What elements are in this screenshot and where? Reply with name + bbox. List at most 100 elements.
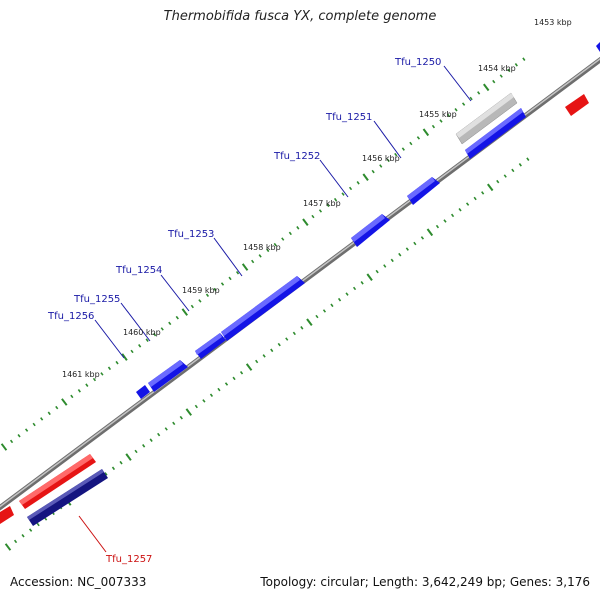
minor-tick: [224, 382, 229, 386]
gene-label-tfu-1250[interactable]: Tfu_1250: [394, 57, 441, 68]
topology-text: Topology: circular; Length: 3,642,249 bp…: [260, 575, 590, 589]
minor-tick: [21, 534, 25, 538]
minor-tick: [394, 152, 398, 157]
leader-tfu-1251: [373, 120, 402, 159]
minor-tick: [153, 332, 157, 337]
minor-tick: [413, 241, 417, 246]
minor-tick: [100, 372, 104, 376]
minor-tick: [439, 119, 443, 123]
gene-label-tfu-1254[interactable]: Tfu_1254: [115, 265, 162, 276]
minor-tick: [492, 79, 496, 84]
leader-tfu-1250: [443, 65, 472, 102]
minor-tick: [258, 254, 262, 258]
minor-tick: [107, 366, 112, 371]
minor-tick: [232, 376, 236, 381]
minor-tick: [348, 186, 353, 191]
minor-tick: [220, 282, 225, 286]
minor-tick: [416, 136, 421, 140]
minor-tick: [47, 411, 51, 416]
gene-label-tfu-1253[interactable]: Tfu_1253: [167, 229, 214, 240]
minor-tick: [9, 439, 14, 444]
major-tick: [306, 318, 313, 326]
minor-tick: [420, 236, 425, 240]
gene-label-tfu-1256[interactable]: Tfu_1256: [47, 311, 94, 322]
major-tick: [362, 173, 369, 181]
minor-tick: [458, 208, 462, 212]
minor-tick: [326, 203, 330, 208]
minor-tick: [205, 293, 210, 297]
minor-tick: [228, 276, 232, 281]
minor-tick: [168, 321, 172, 326]
minor-tick: [239, 371, 244, 375]
minor-tick: [511, 168, 515, 173]
gene-tfu-1251[interactable]: [407, 177, 440, 205]
minor-tick: [398, 252, 402, 257]
gene-reverse-edge[interactable]: [0, 506, 14, 524]
kbp-label: 1457 kbp: [303, 199, 341, 208]
gene-tfu-1255[interactable]: [148, 360, 188, 392]
minor-tick: [409, 141, 413, 146]
gene-tfu-1256[interactable]: [136, 385, 150, 399]
minor-tick: [352, 286, 357, 291]
minor-tick: [318, 209, 323, 213]
major-tick: [0, 443, 8, 451]
map-title: Thermobifida fusca YX, complete genome: [163, 9, 437, 24]
gene-tfu-1252[interactable]: [351, 214, 390, 247]
leader-tfu-1252: [319, 159, 349, 198]
gene-tfu-1255-top: [148, 360, 183, 387]
minor-tick: [32, 422, 36, 427]
minor-tick: [104, 472, 108, 476]
minor-tick: [454, 108, 458, 112]
minor-tick: [40, 417, 44, 421]
minor-tick: [383, 264, 387, 268]
minor-tick: [341, 192, 345, 196]
gene-reverse-top-right[interactable]: [565, 94, 589, 116]
gene-reverse-1-top: [19, 454, 93, 505]
gene-tfu-1257[interactable]: [27, 469, 108, 526]
gene-tfu-1254-top: [195, 333, 222, 355]
minor-tick: [435, 224, 440, 229]
minor-tick: [469, 96, 473, 101]
minor-tick: [292, 331, 296, 336]
major-tick: [426, 228, 434, 237]
kbp-label: 1454 kbp: [478, 64, 516, 73]
minor-tick: [522, 57, 526, 61]
gene-forward-top-right[interactable]: [596, 42, 600, 52]
minor-tick: [481, 191, 485, 195]
minor-tick: [145, 338, 149, 342]
gene-label-tfu-1255[interactable]: Tfu_1255: [73, 294, 120, 305]
minor-tick: [138, 344, 142, 348]
minor-tick: [450, 213, 455, 218]
major-tick: [366, 273, 373, 281]
minor-tick: [311, 214, 315, 219]
minor-tick: [496, 179, 500, 184]
major-tick: [61, 398, 68, 406]
kbp-labels: 1453 kbp 1454 kbp 1455 kbp 1456 kbp 1457…: [62, 18, 572, 379]
gene-tfu-1251-top: [407, 177, 435, 200]
kbp-label: 1458 kbp: [243, 243, 281, 252]
gene-tfu-1253[interactable]: [221, 276, 305, 341]
minor-tick: [300, 326, 304, 330]
gene-tfu-1250-top: [456, 93, 514, 138]
major-tick: [482, 83, 490, 92]
minor-tick: [77, 389, 81, 393]
minor-tick: [115, 360, 119, 365]
gene-label-tfu-1252[interactable]: Tfu_1252: [273, 151, 320, 162]
minor-tick: [405, 247, 409, 251]
gene-tfu-1257-top: [27, 469, 104, 520]
minor-tick: [518, 163, 522, 167]
minor-tick: [375, 269, 379, 274]
major-tick: [486, 183, 494, 192]
minor-tick: [70, 394, 74, 399]
minor-tick: [130, 349, 134, 354]
gene-label-tfu-1257[interactable]: Tfu_1257: [105, 554, 152, 565]
minor-tick: [164, 427, 168, 431]
minor-tick: [273, 242, 277, 247]
gene-label-tfu-1251[interactable]: Tfu_1251: [325, 112, 372, 123]
major-tick: [185, 408, 192, 416]
leader-tfu-1253: [213, 237, 243, 277]
gene-tfu-1252-top: [351, 214, 385, 242]
minor-tick: [209, 393, 214, 397]
